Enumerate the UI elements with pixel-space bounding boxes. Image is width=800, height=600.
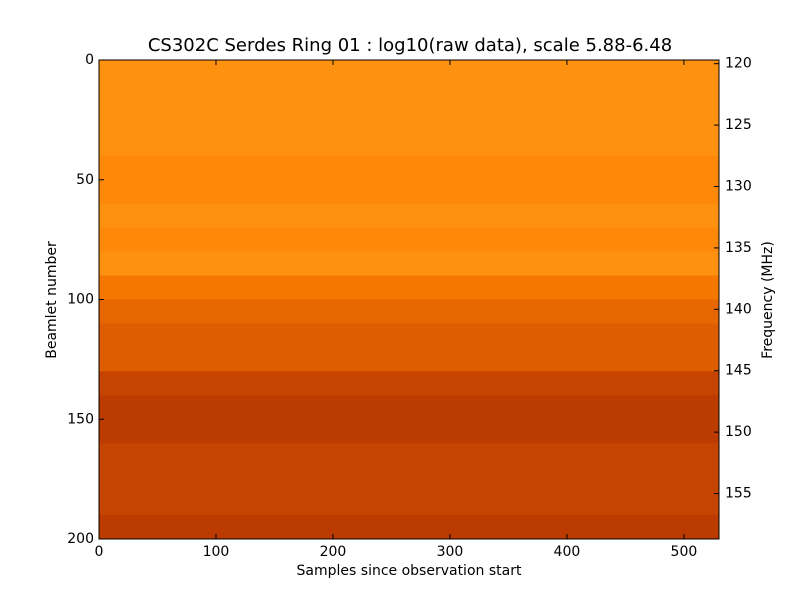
y-axis-label: Beamlet number	[44, 241, 60, 359]
x-tick-label: 0	[95, 544, 104, 560]
y2-axis-label: Frequency (MHz)	[760, 241, 776, 359]
heatmap-cell	[99, 347, 719, 372]
heatmap-cell	[99, 251, 719, 277]
x-tick-label: 500	[671, 544, 698, 560]
heatmap-cell	[99, 179, 719, 205]
y2-tick-label: 150	[725, 424, 752, 440]
heatmap-cell	[99, 323, 719, 348]
heatmap-cell	[99, 515, 719, 540]
x-tick-label: 300	[437, 544, 464, 560]
heatmap-cell	[99, 227, 719, 253]
heatmap-cell	[99, 107, 719, 133]
heatmap-cell	[99, 419, 719, 444]
y-tick-label: 100	[67, 292, 94, 308]
x-tick-label: 200	[320, 544, 347, 560]
y-tick-label: 0	[85, 52, 94, 68]
y2-tick-label: 140	[725, 301, 752, 317]
y2-tick-label: 135	[725, 240, 752, 256]
heatmap-cell	[99, 299, 719, 324]
y-tick-label: 200	[67, 531, 94, 547]
y2-tick-label: 120	[725, 56, 752, 72]
heatmap-cell	[99, 60, 719, 85]
heatmap-cell	[99, 131, 719, 157]
heatmap-cell	[99, 83, 719, 109]
x-axis-label: Samples since observation start	[297, 563, 522, 579]
y2-tick-label: 130	[725, 179, 752, 195]
heatmap-cell	[99, 203, 719, 229]
heatmap-cell	[99, 395, 719, 420]
heatmap-cell	[99, 371, 719, 396]
heatmap-cell	[99, 491, 719, 516]
heatmap-cell	[99, 275, 719, 300]
y-tick-label: 150	[67, 411, 94, 427]
x-tick-label: 400	[554, 544, 581, 560]
heatmap-cell	[99, 155, 719, 181]
x-tick-label: 100	[203, 544, 230, 560]
y2-tick-label: 145	[725, 363, 752, 379]
heatmap-cell	[99, 467, 719, 492]
y-tick-label: 50	[76, 172, 94, 188]
y2-tick-label: 155	[725, 486, 752, 502]
chart-title: CS302C Serdes Ring 01 : log10(raw data),…	[148, 35, 672, 56]
plot-area	[99, 60, 719, 540]
y2-tick-label: 125	[725, 117, 752, 133]
heatmap-cell	[99, 443, 719, 468]
